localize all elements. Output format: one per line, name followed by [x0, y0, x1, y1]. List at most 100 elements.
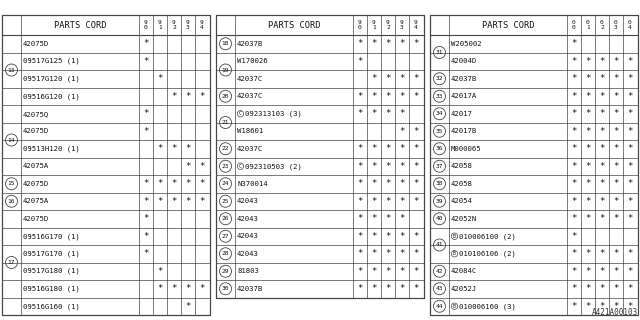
Text: 13: 13 [8, 68, 15, 73]
Text: *: * [627, 197, 633, 206]
Text: *: * [627, 92, 633, 101]
Text: *: * [413, 39, 419, 48]
Text: 9
2: 9 2 [172, 20, 176, 30]
Text: 42054: 42054 [451, 198, 473, 204]
Text: *: * [572, 127, 577, 136]
Text: 42075Q: 42075Q [23, 111, 49, 117]
Text: *: * [572, 109, 577, 118]
Text: *: * [143, 232, 148, 241]
Text: 010106106 (2): 010106106 (2) [459, 251, 516, 257]
Text: 18: 18 [221, 41, 229, 46]
Text: *: * [413, 179, 419, 188]
Text: *: * [172, 284, 177, 293]
Text: 14: 14 [8, 138, 15, 142]
Text: *: * [199, 179, 205, 188]
Text: 09517G170 (1): 09517G170 (1) [23, 251, 80, 257]
Text: 9
0: 9 0 [144, 20, 148, 30]
Text: *: * [599, 179, 605, 188]
Text: *: * [143, 179, 148, 188]
Text: *: * [357, 232, 363, 241]
Bar [216, 15, 424, 298]
Text: PARTS CORD: PARTS CORD [54, 20, 106, 29]
Text: *: * [399, 144, 404, 153]
Text: PARTS CORD: PARTS CORD [482, 20, 534, 29]
Text: *: * [143, 109, 148, 118]
Text: 42058: 42058 [451, 181, 473, 187]
Text: *: * [627, 179, 633, 188]
Text: *: * [357, 249, 363, 258]
Text: *: * [399, 74, 404, 83]
Text: 9
3: 9 3 [186, 20, 190, 30]
Text: *: * [627, 74, 633, 83]
Text: *: * [371, 232, 377, 241]
Text: *: * [586, 284, 591, 293]
Text: *: * [371, 92, 377, 101]
Text: 42017: 42017 [451, 111, 473, 117]
Text: W170026: W170026 [237, 58, 268, 64]
Text: *: * [413, 127, 419, 136]
Text: *: * [572, 144, 577, 153]
Text: *: * [413, 74, 419, 83]
Text: 38: 38 [436, 181, 444, 186]
Text: *: * [385, 267, 390, 276]
Text: C: C [239, 111, 242, 116]
Text: *: * [627, 127, 633, 136]
Text: *: * [399, 92, 404, 101]
Text: 34: 34 [436, 111, 444, 116]
Text: 42037C: 42037C [237, 76, 263, 82]
Text: 9
3: 9 3 [400, 20, 404, 30]
Text: *: * [143, 197, 148, 206]
Text: *: * [599, 197, 605, 206]
Text: *: * [586, 197, 591, 206]
Bar [430, 15, 638, 315]
Text: *: * [371, 74, 377, 83]
Text: *: * [157, 284, 163, 293]
Text: *: * [371, 284, 377, 293]
Text: 42037B: 42037B [237, 286, 263, 292]
Text: 16: 16 [8, 199, 15, 204]
Text: *: * [385, 74, 390, 83]
Text: *: * [613, 179, 619, 188]
Text: *: * [586, 127, 591, 136]
Text: *: * [586, 302, 591, 311]
Text: 17: 17 [8, 260, 15, 265]
Text: 0
4: 0 4 [628, 20, 632, 30]
Text: *: * [586, 109, 591, 118]
Text: M000065: M000065 [451, 146, 482, 152]
Text: 42052J: 42052J [451, 286, 477, 292]
Text: *: * [143, 39, 148, 48]
Text: 9
2: 9 2 [386, 20, 390, 30]
Text: 42075D: 42075D [23, 41, 49, 47]
Text: 35: 35 [436, 129, 444, 134]
Text: *: * [172, 197, 177, 206]
Text: 0
0: 0 0 [572, 20, 576, 30]
Text: *: * [357, 144, 363, 153]
Text: *: * [599, 214, 605, 223]
Text: 42075D: 42075D [23, 128, 49, 134]
Text: *: * [385, 144, 390, 153]
Text: 22: 22 [221, 146, 229, 151]
Text: 42037C: 42037C [237, 93, 263, 99]
Text: *: * [613, 92, 619, 101]
Text: *: * [357, 197, 363, 206]
Text: *: * [599, 302, 605, 311]
Text: *: * [199, 162, 205, 171]
Text: 0
1: 0 1 [586, 20, 590, 30]
Text: 09516G160 (1): 09516G160 (1) [23, 303, 80, 309]
Text: *: * [613, 249, 619, 258]
Text: *: * [172, 92, 177, 101]
Text: 9
4: 9 4 [200, 20, 204, 30]
Text: *: * [371, 162, 377, 171]
Text: 42043: 42043 [237, 233, 259, 239]
Text: 20: 20 [221, 94, 229, 99]
Text: 43: 43 [436, 286, 444, 291]
Text: *: * [399, 162, 404, 171]
Text: *: * [357, 214, 363, 223]
Text: *: * [186, 144, 191, 153]
Text: *: * [627, 57, 633, 66]
Text: *: * [586, 179, 591, 188]
Text: 0
3: 0 3 [614, 20, 618, 30]
Text: 40: 40 [436, 216, 444, 221]
Text: 09513H120 (1): 09513H120 (1) [23, 146, 80, 152]
Text: *: * [186, 302, 191, 311]
